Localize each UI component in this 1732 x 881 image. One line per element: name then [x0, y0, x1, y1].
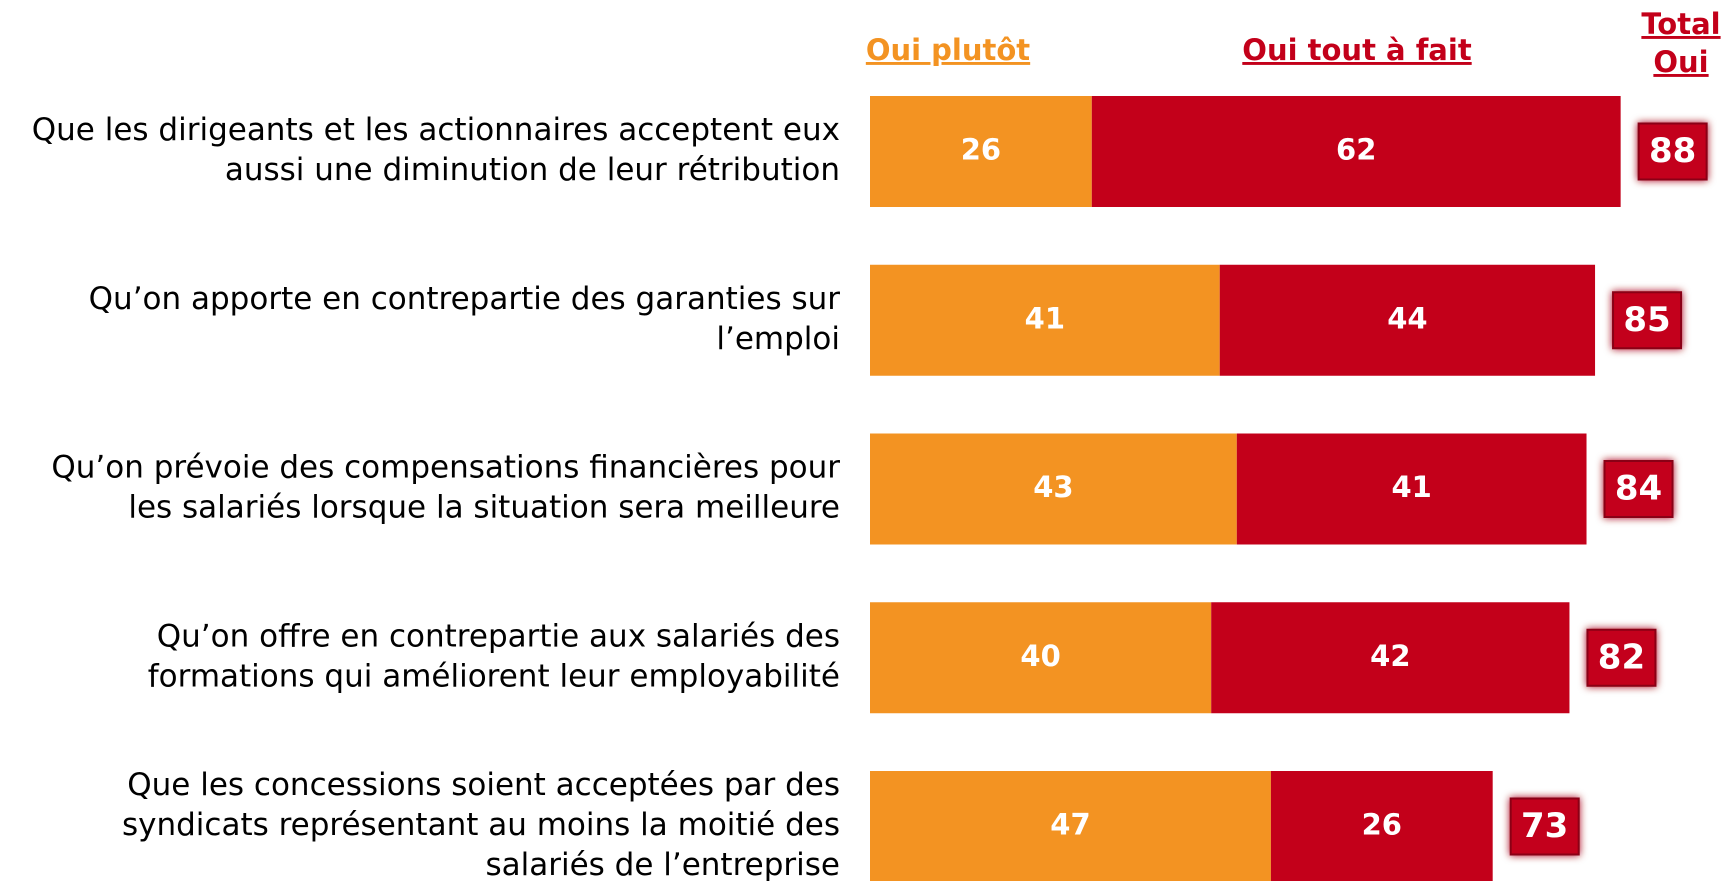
total-badge: [1603, 460, 1674, 518]
category-label: Que les concessions soient acceptées par…: [127, 767, 840, 803]
category-label: les salariés lorsque la situation sera m…: [128, 490, 840, 526]
category-label: syndicats représentant au moins la moiti…: [122, 807, 840, 843]
category-label: Qu’on prévoie des compensations financiè…: [51, 450, 840, 486]
bar-segment: [1211, 602, 1570, 714]
total-box: 88: [1637, 122, 1708, 181]
total-value: 85: [1623, 300, 1670, 340]
total-header: Oui: [1653, 45, 1708, 79]
value-label: 44: [1387, 301, 1427, 335]
category-label: aussi une diminution de leur rétribution: [225, 152, 840, 188]
total-box: 85: [1612, 291, 1683, 350]
category-label: l’emploi: [716, 321, 840, 357]
total-value: 82: [1598, 637, 1645, 677]
value-label: 40: [1020, 639, 1060, 673]
bar-segment: [870, 96, 1092, 207]
total-value: 88: [1649, 131, 1696, 171]
value-label: 41: [1391, 470, 1431, 504]
bar-segment: [1270, 771, 1493, 881]
category-label: Qu’on offre en contrepartie aux salariés…: [157, 618, 840, 654]
legend-label: Oui plutôt: [866, 33, 1030, 67]
total-box: 82: [1586, 628, 1657, 687]
value-label: 26: [1362, 808, 1402, 842]
bar-segment: [870, 264, 1220, 376]
category-label: Que les dirigeants et les actionnaires a…: [32, 112, 840, 148]
total-badge: [1586, 628, 1657, 687]
value-label: 62: [1336, 133, 1376, 167]
category-label: Qu’on apporte en contrepartie des garant…: [89, 281, 841, 317]
value-label: 42: [1370, 639, 1410, 673]
legend-label: Oui tout à fait: [1242, 33, 1472, 67]
total-box: 73: [1509, 797, 1580, 856]
bar-segment: [870, 602, 1212, 714]
category-label: formations qui améliorent leur employabi…: [148, 658, 840, 694]
bar-segment: [1236, 433, 1587, 545]
total-value: 73: [1521, 806, 1568, 846]
value-label: 47: [1050, 808, 1090, 842]
value-label: 26: [961, 133, 1001, 167]
value-label: 43: [1033, 470, 1073, 504]
bar-segment: [870, 771, 1271, 881]
value-label: 41: [1025, 301, 1065, 335]
bar-segment: [1219, 264, 1596, 376]
bar-segment: [870, 433, 1237, 545]
bar-segment: [1091, 96, 1621, 207]
category-label: salariés de l’entreprise: [485, 847, 840, 881]
total-header: Total: [1641, 7, 1720, 41]
total-value: 84: [1615, 469, 1662, 509]
total-badge: [1509, 797, 1580, 856]
total-badge: [1637, 122, 1708, 181]
total-box: 84: [1603, 460, 1674, 518]
total-badge: [1612, 291, 1683, 350]
